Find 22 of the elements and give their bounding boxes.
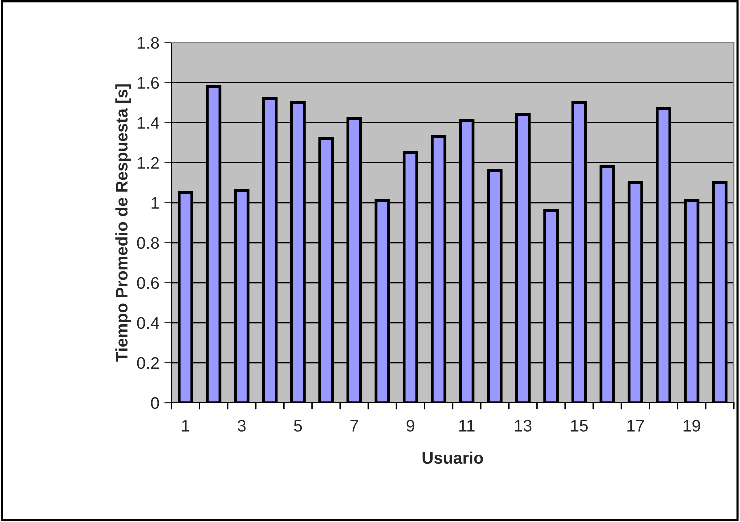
y-tick-label: 1: [152, 197, 160, 209]
x-tick-label: 11: [460, 420, 475, 432]
x-axis-title: Usuario: [422, 452, 484, 464]
x-tick-label: 9: [406, 420, 415, 432]
x-tick-label: 13: [515, 420, 532, 432]
y-tick-label: 1.6: [138, 77, 160, 90]
x-tick-label: 15: [571, 420, 588, 432]
y-tick-label: 0: [151, 397, 160, 410]
x-tick-label: 5: [294, 420, 302, 432]
y-axis-title: Tiempo Promedio de Respuesta [s]: [116, 84, 132, 362]
y-tick-label: 0.4: [137, 317, 160, 330]
x-tick-label: 17: [628, 420, 644, 432]
x-tick-label: 3: [238, 420, 246, 432]
y-tick-label: 0.2: [137, 357, 160, 370]
y-tick-label: 1.2: [138, 157, 160, 169]
y-tick-label: 0.8: [137, 237, 160, 250]
x-tick-label: 1: [182, 420, 190, 432]
y-tick-label: 0.6: [137, 277, 160, 290]
x-tick-label: 19: [684, 420, 700, 432]
y-tick-label: 1.4: [138, 117, 160, 129]
x-tick-label: 7: [350, 420, 358, 432]
y-tick-label: 1.8: [138, 37, 160, 50]
